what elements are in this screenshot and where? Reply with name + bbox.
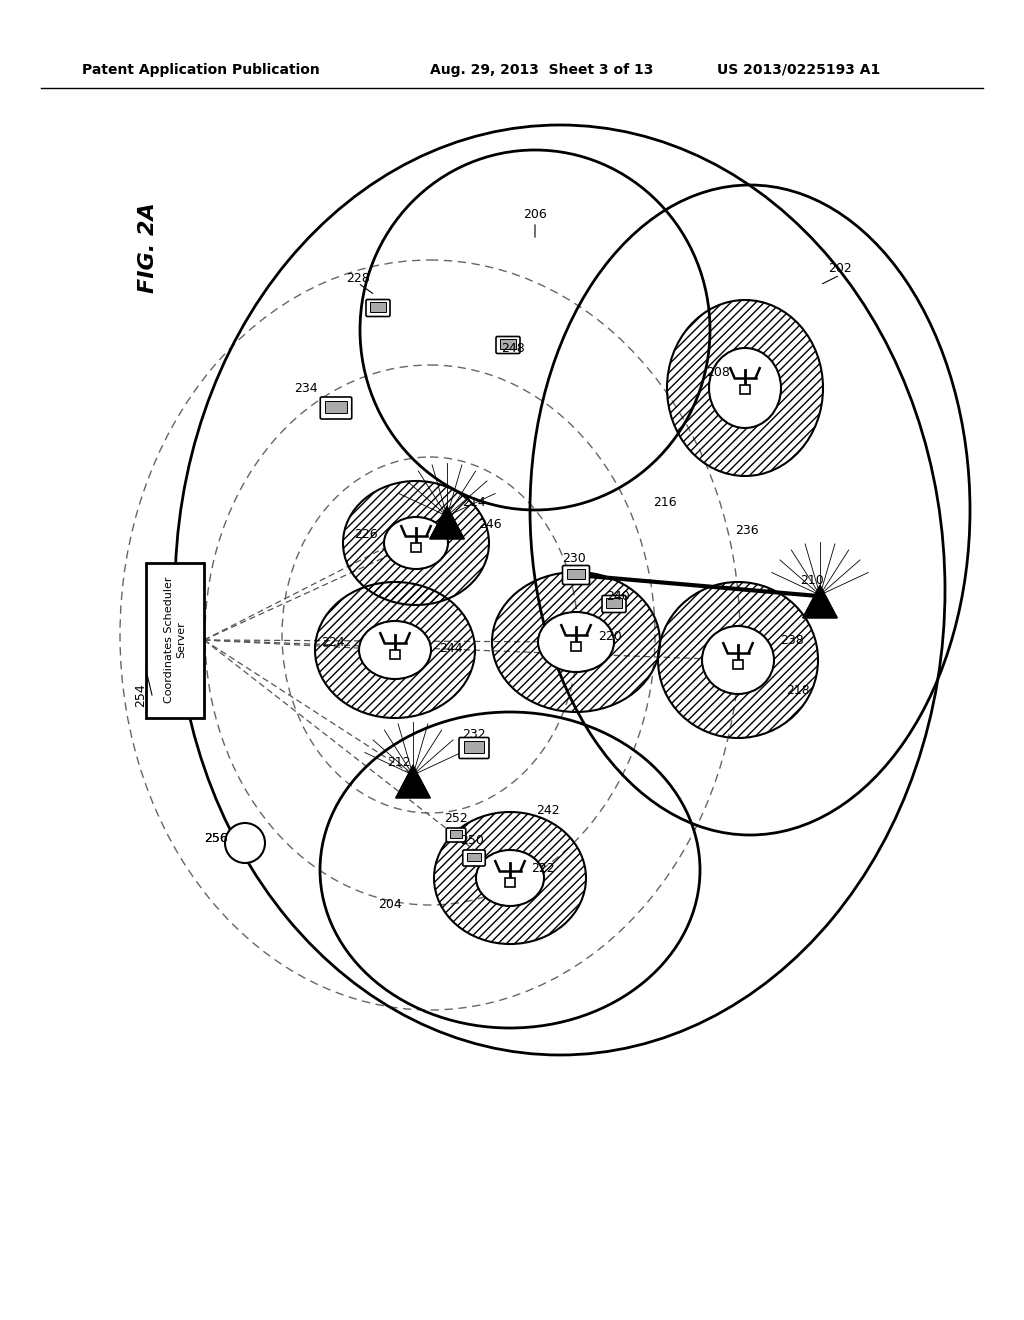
FancyBboxPatch shape — [463, 850, 485, 866]
FancyBboxPatch shape — [366, 300, 390, 317]
Bar — [606, 598, 622, 607]
FancyBboxPatch shape — [496, 337, 520, 354]
FancyBboxPatch shape — [321, 397, 352, 418]
Text: FIG. 2A: FIG. 2A — [138, 203, 158, 293]
FancyBboxPatch shape — [459, 738, 489, 759]
Bar — [390, 649, 400, 659]
Text: 226: 226 — [354, 528, 378, 541]
Text: 212: 212 — [387, 756, 411, 770]
Polygon shape — [803, 586, 837, 618]
Bar — [505, 878, 515, 887]
Text: 240: 240 — [606, 590, 630, 602]
Text: 232: 232 — [462, 729, 485, 742]
Bar — [467, 853, 481, 861]
Text: 250: 250 — [460, 833, 484, 846]
Bar — [464, 741, 484, 752]
Text: 234: 234 — [294, 381, 317, 395]
Text: 252: 252 — [444, 812, 468, 825]
Polygon shape — [396, 766, 430, 797]
Text: 214: 214 — [462, 496, 485, 510]
Polygon shape — [430, 507, 464, 539]
Text: 222: 222 — [531, 862, 555, 874]
Text: 206: 206 — [523, 209, 547, 222]
FancyBboxPatch shape — [446, 828, 466, 842]
Text: Aug. 29, 2013  Sheet 3 of 13: Aug. 29, 2013 Sheet 3 of 13 — [430, 62, 653, 77]
Text: 256: 256 — [204, 832, 228, 845]
Bar — [570, 642, 582, 651]
Text: 254: 254 — [134, 684, 147, 708]
Text: 244: 244 — [439, 642, 463, 655]
Text: 236: 236 — [735, 524, 759, 536]
Ellipse shape — [476, 850, 544, 906]
Text: 216: 216 — [653, 496, 677, 510]
Ellipse shape — [359, 620, 431, 678]
Text: Coordinates Scheduler
Server: Coordinates Scheduler Server — [164, 577, 185, 704]
Text: 218: 218 — [786, 684, 810, 697]
Bar — [411, 543, 421, 552]
Ellipse shape — [384, 517, 449, 569]
Ellipse shape — [538, 612, 614, 672]
Bar — [739, 385, 751, 395]
Text: 224: 224 — [322, 636, 345, 649]
Bar — [146, 562, 204, 718]
Text: 238: 238 — [780, 635, 804, 648]
Ellipse shape — [709, 348, 781, 428]
Text: 204: 204 — [378, 899, 401, 912]
Text: 208: 208 — [707, 367, 730, 380]
Text: 256: 256 — [204, 832, 228, 845]
Text: 220: 220 — [598, 631, 622, 644]
Text: US 2013/0225193 A1: US 2013/0225193 A1 — [717, 62, 880, 77]
Text: Patent Application Publication: Patent Application Publication — [82, 62, 319, 77]
Text: 246: 246 — [478, 519, 502, 532]
Text: 202: 202 — [828, 261, 852, 275]
Bar — [500, 339, 516, 348]
FancyBboxPatch shape — [562, 565, 590, 585]
Bar — [326, 401, 347, 413]
Text: 228: 228 — [346, 272, 370, 285]
Text: 242: 242 — [537, 804, 560, 817]
FancyBboxPatch shape — [602, 595, 626, 612]
Bar — [450, 830, 462, 838]
Text: 230: 230 — [562, 552, 586, 565]
Ellipse shape — [702, 626, 774, 694]
Bar — [567, 569, 585, 579]
Text: 248: 248 — [501, 342, 525, 355]
Text: 210: 210 — [800, 573, 824, 586]
Bar — [733, 660, 743, 669]
Bar — [370, 302, 386, 312]
Circle shape — [225, 822, 265, 863]
